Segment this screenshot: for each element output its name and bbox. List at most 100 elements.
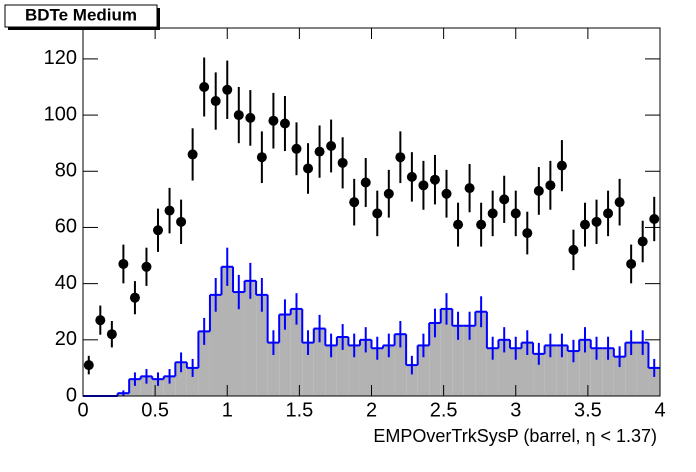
histogram-bar <box>152 379 164 396</box>
data-point <box>129 292 140 303</box>
histogram-bar <box>348 345 360 396</box>
histogram-bar <box>359 339 372 396</box>
y-tick-label: 60 <box>55 216 77 238</box>
data-point <box>164 205 175 216</box>
histogram-bar <box>267 342 280 396</box>
data-point <box>429 174 440 185</box>
x-tick-label: 0 <box>77 399 88 421</box>
data-point <box>303 163 314 174</box>
y-tick-label: 120 <box>44 47 77 69</box>
data-point <box>556 160 567 171</box>
histogram-bar <box>556 345 568 396</box>
data-point <box>176 216 187 227</box>
data-point <box>510 208 521 219</box>
histogram-bar <box>244 280 257 396</box>
data-point <box>199 81 210 92</box>
chart-title: BDTe Medium <box>25 5 137 24</box>
histogram-bar <box>417 345 430 396</box>
histogram-bar <box>544 345 557 396</box>
data-point <box>487 208 498 219</box>
histogram-bar <box>625 342 637 396</box>
data-point <box>441 188 452 199</box>
data-point <box>453 219 464 230</box>
histogram-bar <box>475 311 487 396</box>
data-point <box>141 261 152 272</box>
data-point <box>568 244 579 255</box>
data-point <box>314 146 325 157</box>
histogram-bar <box>336 337 349 396</box>
histogram-bar <box>567 351 580 396</box>
data-point <box>360 177 371 188</box>
histogram-bar <box>256 294 268 396</box>
data-point <box>614 197 625 208</box>
data-point <box>522 228 533 239</box>
x-tick-label: 0.5 <box>141 399 169 421</box>
data-point <box>326 140 337 151</box>
histogram-bar <box>636 342 649 396</box>
data-point <box>279 118 290 129</box>
data-point <box>591 216 602 227</box>
x-tick-label: 2 <box>366 399 377 421</box>
histogram-bar <box>590 348 603 396</box>
y-tick-label: 100 <box>44 103 77 125</box>
histogram-bar <box>533 353 545 396</box>
histogram-bar <box>198 331 210 396</box>
data-point <box>464 183 475 194</box>
data-point <box>118 258 129 269</box>
x-tick-label: 3 <box>510 399 521 421</box>
histogram-bar <box>290 308 303 396</box>
data-point <box>545 180 556 191</box>
data-point <box>210 96 221 107</box>
data-point <box>233 110 244 121</box>
histogram-bar <box>140 376 153 396</box>
data-point <box>153 225 164 236</box>
histogram-bar <box>509 348 522 396</box>
histogram-bar <box>521 342 534 396</box>
data-point <box>291 143 302 154</box>
histogram-bar <box>613 356 626 396</box>
histogram-bar <box>406 365 418 396</box>
histogram-bar <box>221 266 234 396</box>
histogram-bar <box>371 348 384 396</box>
histogram-bar <box>129 379 141 396</box>
data-point <box>603 208 614 219</box>
data-point <box>95 315 106 326</box>
histogram-bar <box>325 345 337 396</box>
data-point <box>337 157 348 168</box>
histogram-bar <box>648 367 660 396</box>
x-tick-label: 4 <box>654 399 665 421</box>
data-point <box>579 219 590 230</box>
histogram-bar <box>602 348 614 396</box>
data-point <box>187 149 198 160</box>
data-point <box>418 180 429 191</box>
histogram-bar <box>233 292 245 396</box>
data-point <box>222 84 233 95</box>
histogram-bar <box>175 362 187 396</box>
histogram-bar <box>463 325 476 396</box>
data-point <box>256 152 267 163</box>
histogram-bar <box>440 308 453 396</box>
histogram-bar <box>279 314 291 396</box>
x-tick-label: 3.5 <box>574 399 602 421</box>
histogram-bar <box>498 339 510 396</box>
data-point <box>83 360 94 371</box>
x-tick-label: 1.5 <box>285 399 313 421</box>
data-point <box>637 236 648 247</box>
histogram-bar <box>452 325 464 396</box>
y-tick-label: 20 <box>55 328 77 350</box>
data-point <box>649 214 660 225</box>
histogram-bar <box>209 294 222 396</box>
x-axis-label: EMPOverTrkSysP (barrel, η < 1.37) <box>373 426 657 446</box>
histogram-bar <box>486 348 499 396</box>
y-tick-label: 80 <box>55 160 77 182</box>
data-point <box>245 112 256 123</box>
data-point <box>499 194 510 205</box>
data-point <box>395 152 406 163</box>
histogram-bar <box>302 342 314 396</box>
histogram-bar <box>163 376 176 396</box>
histogram-bar <box>394 334 407 396</box>
y-tick-label: 0 <box>66 384 77 406</box>
histogram-bar <box>579 339 591 396</box>
y-tick-label: 40 <box>55 272 77 294</box>
